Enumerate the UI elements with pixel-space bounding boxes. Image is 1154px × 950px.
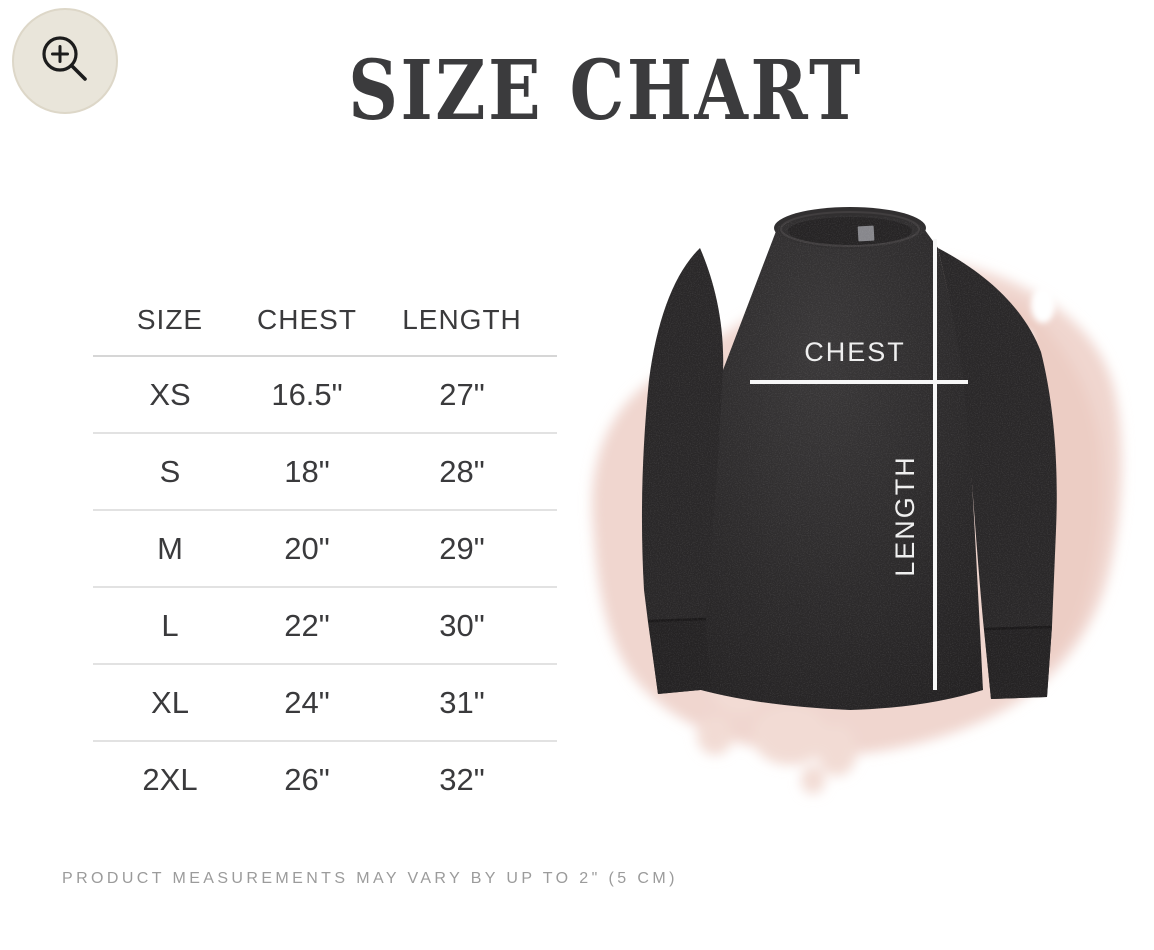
- header-length: LENGTH: [402, 304, 522, 335]
- cell-size: L: [161, 607, 179, 643]
- magnifier-plus-icon: [42, 36, 87, 81]
- cell-length: 29": [439, 530, 485, 566]
- table-row: S 18" 28": [93, 434, 557, 511]
- table-row: L 22" 30": [93, 588, 557, 665]
- size-table: SIZE CHEST LENGTH XS 16.5" 27" S 18" 28"…: [93, 285, 557, 817]
- table-row: M 20" 29": [93, 511, 557, 588]
- cell-size: S: [159, 453, 181, 489]
- cell-size: XL: [151, 684, 189, 720]
- table-row: XL 24" 31": [93, 665, 557, 742]
- cell-length: 31": [439, 684, 485, 720]
- cell-chest: 26": [284, 761, 330, 797]
- cell-size: 2XL: [142, 761, 198, 797]
- cell-size: M: [157, 530, 183, 566]
- length-label: LENGTH: [890, 455, 920, 577]
- table-row: XS 16.5" 27": [93, 357, 557, 434]
- measurement-disclaimer: PRODUCT MEASUREMENTS MAY VARY BY UP TO 2…: [62, 870, 678, 887]
- cell-chest: 22": [284, 607, 330, 643]
- cell-length: 28": [439, 453, 485, 489]
- cell-chest: 20": [284, 530, 330, 566]
- table-row: 2XL 26" 32": [93, 742, 557, 817]
- cell-size: XS: [149, 376, 191, 412]
- size-table-header: SIZE CHEST LENGTH: [93, 285, 557, 357]
- image-zoom-button[interactable]: [12, 8, 118, 114]
- header-size: SIZE: [136, 304, 204, 335]
- cell-length: 27": [439, 376, 485, 412]
- page-title: SIZE CHART: [348, 43, 863, 139]
- shirt-diagram: CHEST LENGTH: [592, 207, 1122, 794]
- cell-chest: 16.5": [271, 376, 343, 412]
- cell-chest: 18": [284, 453, 330, 489]
- cell-length: 32": [439, 761, 485, 797]
- cell-length: 30": [439, 607, 485, 643]
- header-chest: CHEST: [257, 304, 357, 335]
- cell-chest: 24": [284, 684, 330, 720]
- brush-gap-speck: [1031, 287, 1055, 323]
- chest-label: CHEST: [804, 337, 906, 367]
